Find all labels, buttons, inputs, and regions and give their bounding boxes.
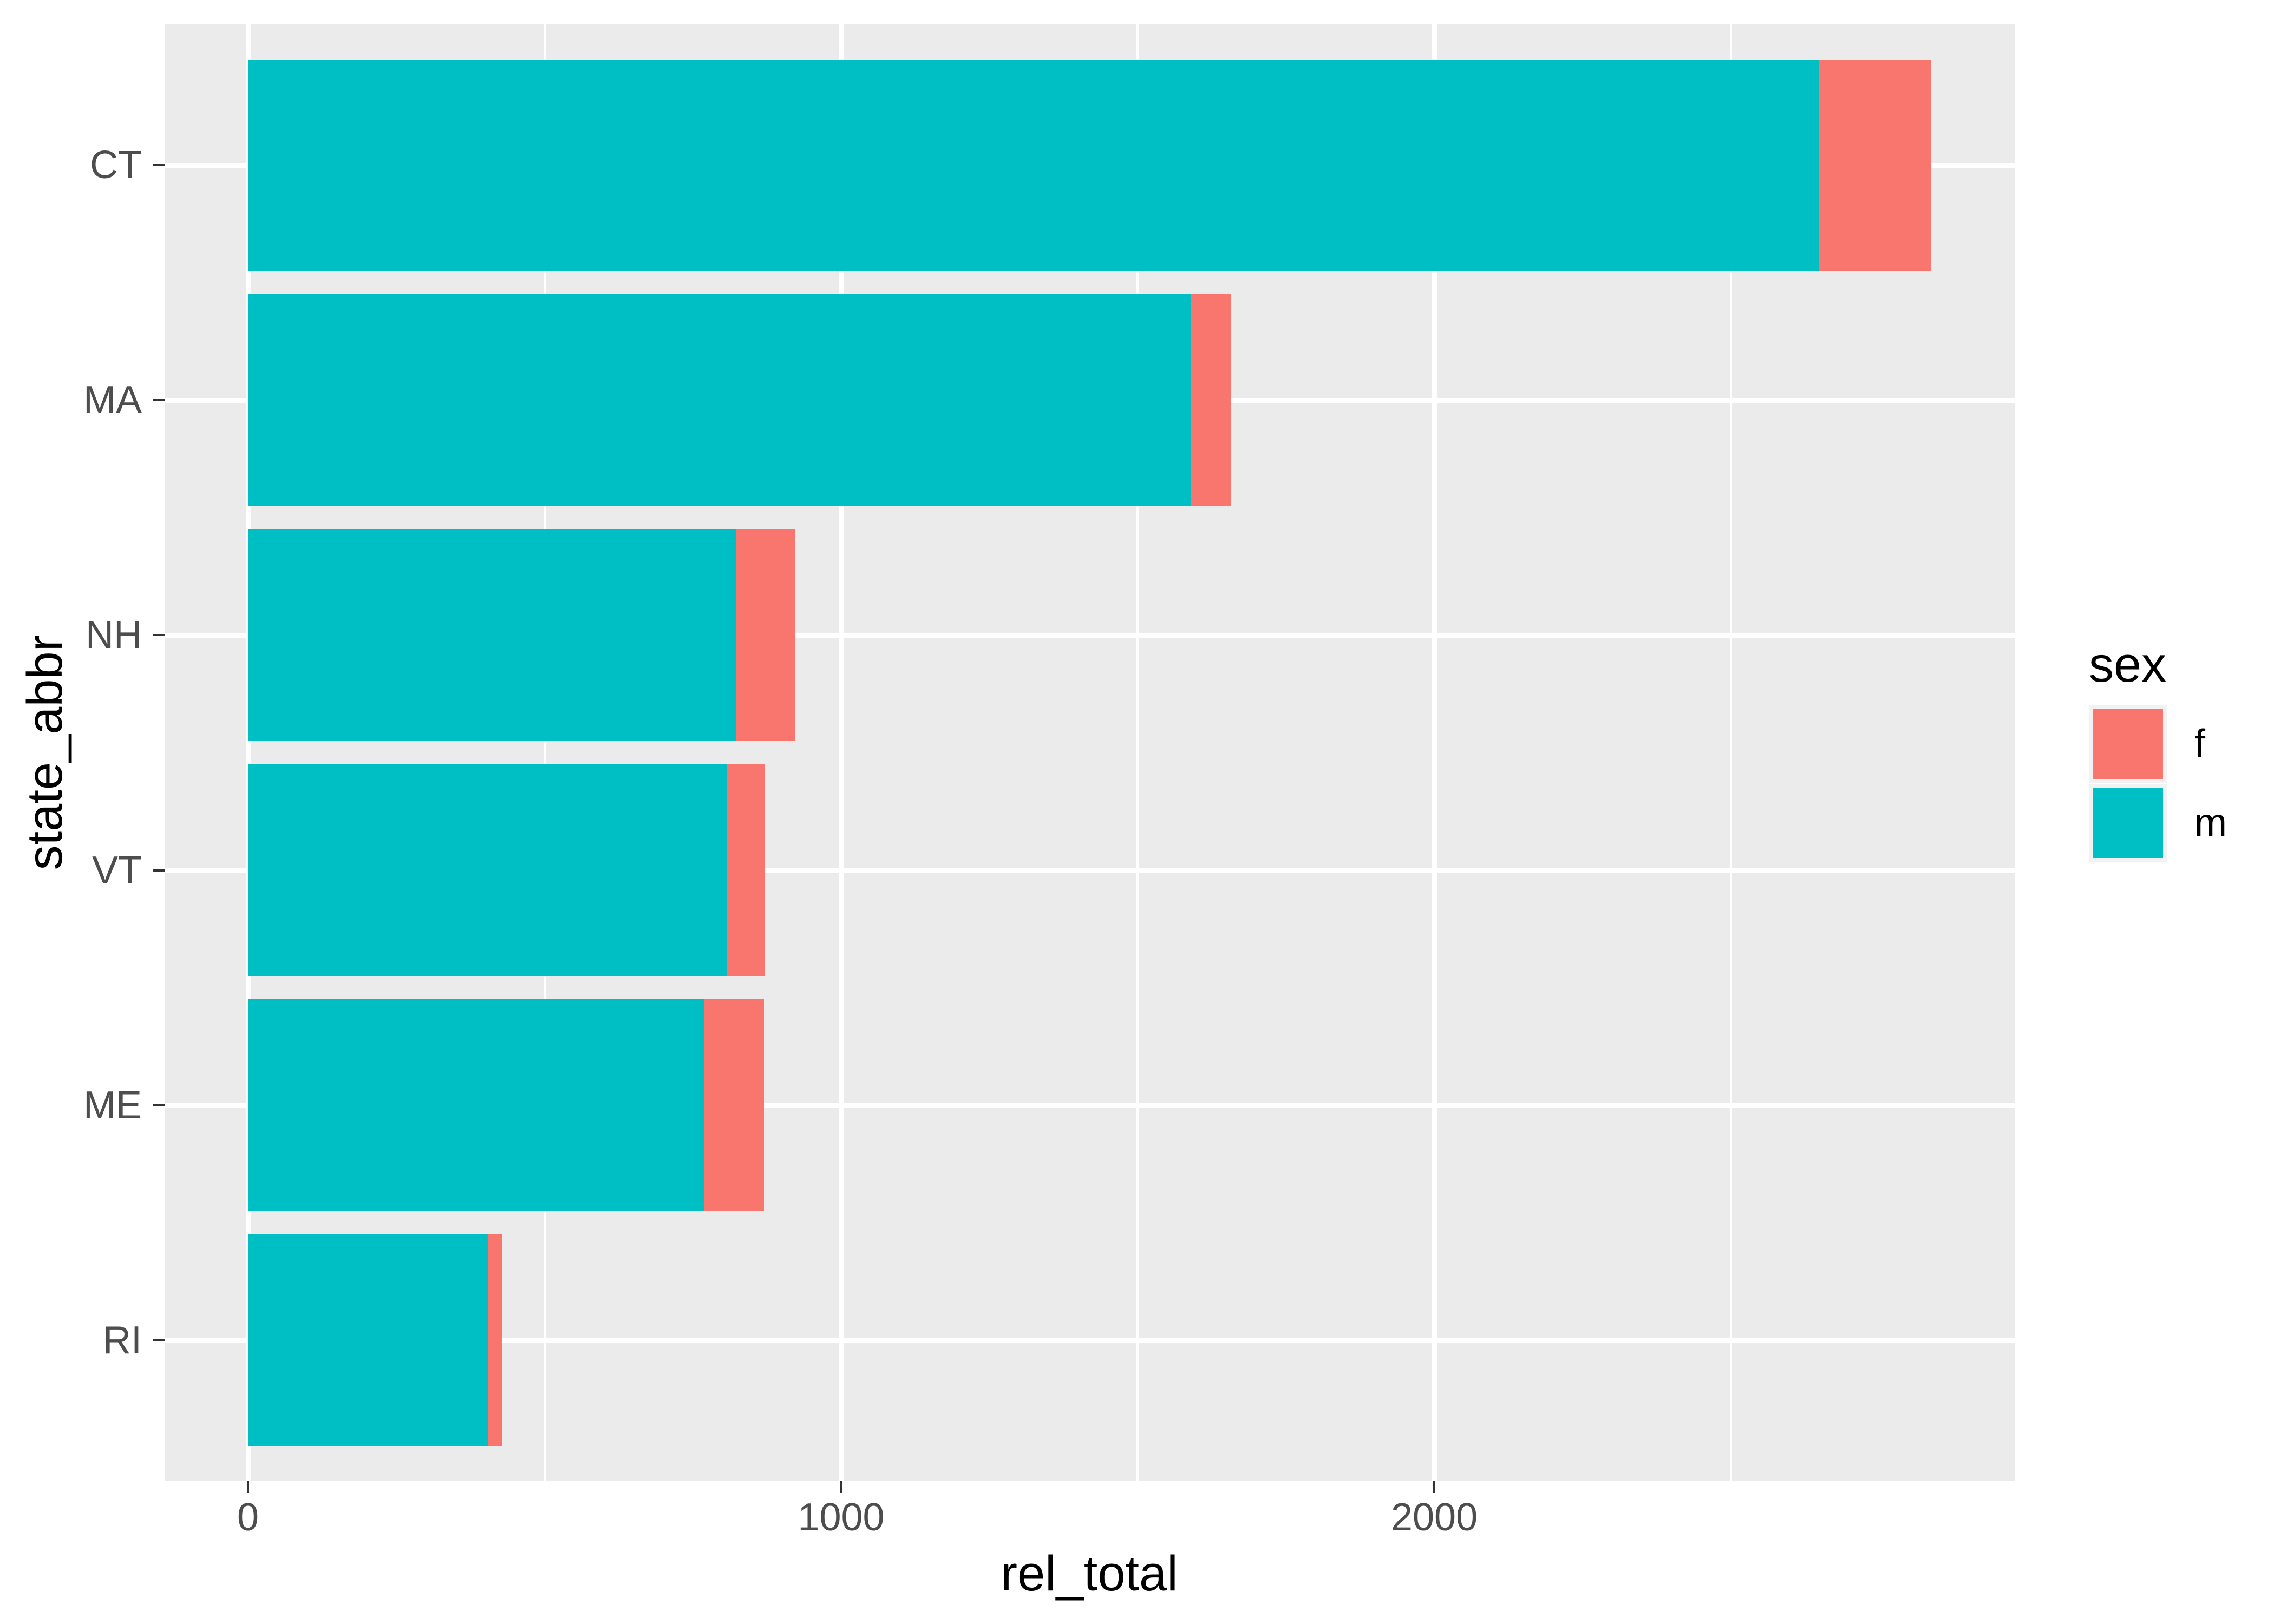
gridline-vertical-minor: [543, 24, 546, 1481]
x-axis-tick-mark: [1433, 1481, 1436, 1493]
gridline-vertical-major: [839, 24, 844, 1481]
bar-segment-f: [727, 764, 766, 976]
gridline-horizontal-major: [165, 1338, 2015, 1343]
bar-segment-m: [248, 999, 704, 1211]
legend-key-m: [2089, 784, 2167, 862]
gridline-vertical-major: [1432, 24, 1437, 1481]
x-axis-tick-label: 1000: [798, 1496, 885, 1539]
bar-segment-f: [704, 999, 764, 1211]
bar-segment-f: [1818, 60, 1931, 271]
bar-segment-m: [248, 60, 1819, 271]
x-axis-title: rel_total: [1001, 1546, 1178, 1601]
y-axis-tick-mark: [153, 869, 165, 872]
y-axis-tick-label: VT: [92, 848, 142, 892]
y-axis-tick-mark: [153, 399, 165, 402]
bar-segment-m: [248, 1234, 488, 1446]
legend-label-m: m: [2194, 801, 2227, 844]
gridline-horizontal-major: [165, 1103, 2015, 1108]
x-axis-tick-mark: [247, 1481, 249, 1493]
legend-key-f: [2089, 705, 2167, 783]
legend-swatch-f: [2093, 709, 2163, 779]
bar-segment-m: [248, 529, 736, 741]
bar-segment-m: [248, 294, 1191, 506]
legend-label-f: f: [2194, 722, 2206, 765]
y-axis-tick-mark: [153, 1104, 165, 1106]
bar-segment-f: [736, 529, 795, 741]
y-axis-tick-label: RI: [103, 1318, 142, 1362]
gridline-horizontal-major: [165, 632, 2015, 638]
x-axis-tick-mark: [840, 1481, 842, 1493]
y-axis-title: state_abbr: [17, 634, 73, 870]
legend-swatch-m: [2093, 788, 2163, 858]
y-axis-tick-label: CT: [90, 143, 142, 187]
bar-segment-f: [1190, 294, 1232, 506]
bar-segment-f: [488, 1234, 502, 1446]
gridline-horizontal-major: [165, 868, 2015, 873]
x-axis-tick-label: 0: [237, 1496, 259, 1539]
y-axis-tick-mark: [153, 1339, 165, 1341]
gridline-vertical-minor: [1136, 24, 1139, 1481]
plot-panel: [165, 24, 2015, 1481]
legend-title: sex: [2089, 637, 2167, 692]
y-axis-tick-label: NH: [86, 613, 142, 657]
y-axis-tick-label: MA: [83, 378, 142, 422]
y-axis-tick-mark: [153, 634, 165, 637]
gridline-vertical-major: [245, 24, 251, 1481]
y-axis-tick-mark: [153, 164, 165, 167]
bar-segment-m: [248, 764, 727, 976]
x-axis-tick-label: 2000: [1390, 1496, 1478, 1539]
y-axis-tick-label: ME: [83, 1083, 142, 1127]
gridline-vertical-minor: [1729, 24, 1732, 1481]
